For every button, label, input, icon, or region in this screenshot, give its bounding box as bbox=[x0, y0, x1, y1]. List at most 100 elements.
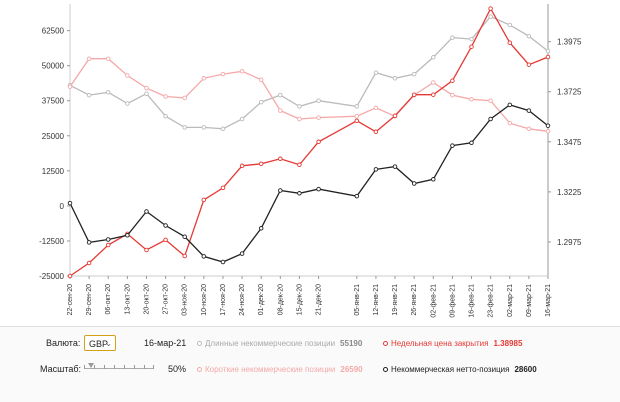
right-tick-label: 1.2975 bbox=[557, 238, 582, 247]
chevron-down-icon: ⌄ bbox=[105, 339, 112, 348]
scale-slider-handle[interactable] bbox=[88, 363, 94, 368]
data-point bbox=[431, 80, 436, 85]
data-point bbox=[220, 126, 226, 132]
scale-value: 50% bbox=[168, 364, 187, 374]
data-point bbox=[450, 78, 455, 83]
data-point bbox=[373, 129, 379, 135]
data-point bbox=[239, 69, 245, 74]
data-point bbox=[431, 177, 436, 182]
data-point bbox=[201, 254, 207, 259]
x-tick-label: 08-дек-20 bbox=[277, 284, 284, 315]
x-tick-label: 20-окт-20 bbox=[143, 284, 150, 315]
data-point bbox=[526, 108, 532, 113]
data-point bbox=[316, 98, 321, 103]
data-point bbox=[239, 163, 245, 169]
x-tick-label: 05-янв-21 bbox=[354, 284, 361, 316]
data-point bbox=[86, 240, 92, 245]
data-point bbox=[182, 253, 187, 259]
left-tick-label: 50000 bbox=[42, 62, 65, 71]
series-3 bbox=[67, 102, 551, 265]
data-point bbox=[507, 120, 513, 126]
data-point bbox=[297, 162, 302, 168]
scale-slider[interactable] bbox=[84, 363, 154, 372]
data-point bbox=[278, 92, 283, 98]
x-tick-label: 21-дек-20 bbox=[316, 284, 323, 315]
data-point bbox=[86, 260, 92, 266]
data-point bbox=[182, 125, 187, 130]
data-point bbox=[163, 237, 168, 243]
data-point bbox=[163, 223, 168, 228]
left-tick-label: -12500 bbox=[39, 237, 64, 246]
data-point bbox=[163, 94, 168, 99]
data-point bbox=[125, 73, 130, 78]
data-point bbox=[507, 40, 513, 45]
data-point bbox=[239, 251, 245, 256]
currency-select[interactable]: GBP ⌄ bbox=[84, 335, 116, 351]
legend-label: Некоммерческая нетто-позиция bbox=[391, 365, 510, 374]
legend-label: Короткие некоммерческие позиции bbox=[205, 365, 336, 374]
data-point bbox=[278, 188, 283, 193]
legend-value: 55190 bbox=[340, 339, 363, 348]
legend-label: Длинные некоммерческие позиции bbox=[205, 339, 336, 348]
x-tick-label: 27-окт-20 bbox=[163, 284, 170, 315]
data-point bbox=[297, 191, 302, 196]
data-point bbox=[86, 92, 92, 98]
legend-short[interactable]: Короткие некоммерческие позиции 26590 bbox=[197, 365, 363, 374]
right-tick-label: 1.3725 bbox=[557, 88, 582, 97]
data-point bbox=[526, 126, 532, 132]
series-line bbox=[69, 7, 549, 277]
data-point bbox=[258, 161, 264, 167]
data-point bbox=[354, 193, 360, 199]
data-point bbox=[67, 273, 73, 279]
cot-chart: 62500 50000 37500 25000 12500 0 -12500 -25000 1… bbox=[39, 4, 582, 318]
legend-long[interactable]: Длинные некоммерческие позиции 55190 bbox=[197, 339, 362, 348]
x-tick-label: 16-фев-21 bbox=[469, 284, 476, 318]
data-point bbox=[278, 156, 283, 162]
data-point bbox=[86, 56, 92, 61]
data-point bbox=[392, 164, 398, 169]
data-point bbox=[431, 55, 436, 60]
legend-marker-icon bbox=[383, 341, 388, 346]
series-lines bbox=[67, 6, 551, 279]
data-point bbox=[239, 116, 245, 122]
x-tick-label: 02-мар-21 bbox=[507, 284, 514, 317]
data-point bbox=[201, 197, 207, 203]
x-tick-label: 16-мар-21 bbox=[545, 284, 552, 317]
legend-net[interactable]: Некоммерческая нетто-позиция 28600 bbox=[383, 365, 537, 374]
data-point bbox=[144, 91, 149, 96]
data-point bbox=[488, 98, 493, 103]
data-point bbox=[105, 237, 111, 242]
data-point bbox=[316, 115, 321, 120]
left-tick-label: 37500 bbox=[42, 97, 65, 106]
data-point bbox=[182, 234, 187, 239]
x-tick-label: 26-янв-21 bbox=[411, 284, 418, 316]
data-point bbox=[354, 104, 360, 109]
currency-label: Валюта: bbox=[46, 338, 81, 348]
legend-marker-icon bbox=[383, 367, 388, 372]
grid bbox=[69, 4, 549, 277]
data-point bbox=[545, 123, 551, 128]
data-point bbox=[144, 85, 149, 91]
data-point bbox=[507, 102, 513, 108]
x-tick-label: 09-мар-21 bbox=[526, 284, 533, 317]
data-point bbox=[469, 36, 474, 42]
x-tick-label: 17-ноя-20 bbox=[220, 284, 227, 316]
data-point bbox=[354, 118, 360, 124]
data-point bbox=[201, 125, 207, 130]
data-point bbox=[297, 116, 302, 122]
series-0 bbox=[67, 14, 551, 132]
x-tick-label: 29-сен-20 bbox=[86, 284, 93, 316]
x-tick-label: 10-ноя-20 bbox=[201, 284, 208, 316]
x-tick-label: 19-янв-21 bbox=[392, 284, 399, 316]
legend-value: 26590 bbox=[340, 365, 363, 374]
data-point bbox=[488, 14, 493, 19]
right-tick-label: 1.3225 bbox=[557, 188, 582, 197]
legend-price[interactable]: Недельная цена закрытия 1.38985 bbox=[383, 339, 522, 348]
x-tick-label: 22-сен-20 bbox=[67, 284, 74, 316]
data-point bbox=[488, 116, 493, 122]
data-point bbox=[411, 181, 417, 186]
series-1 bbox=[67, 56, 551, 134]
x-tick-label: 23-фев-21 bbox=[488, 284, 495, 318]
data-point bbox=[105, 56, 111, 61]
data-point bbox=[392, 76, 398, 81]
